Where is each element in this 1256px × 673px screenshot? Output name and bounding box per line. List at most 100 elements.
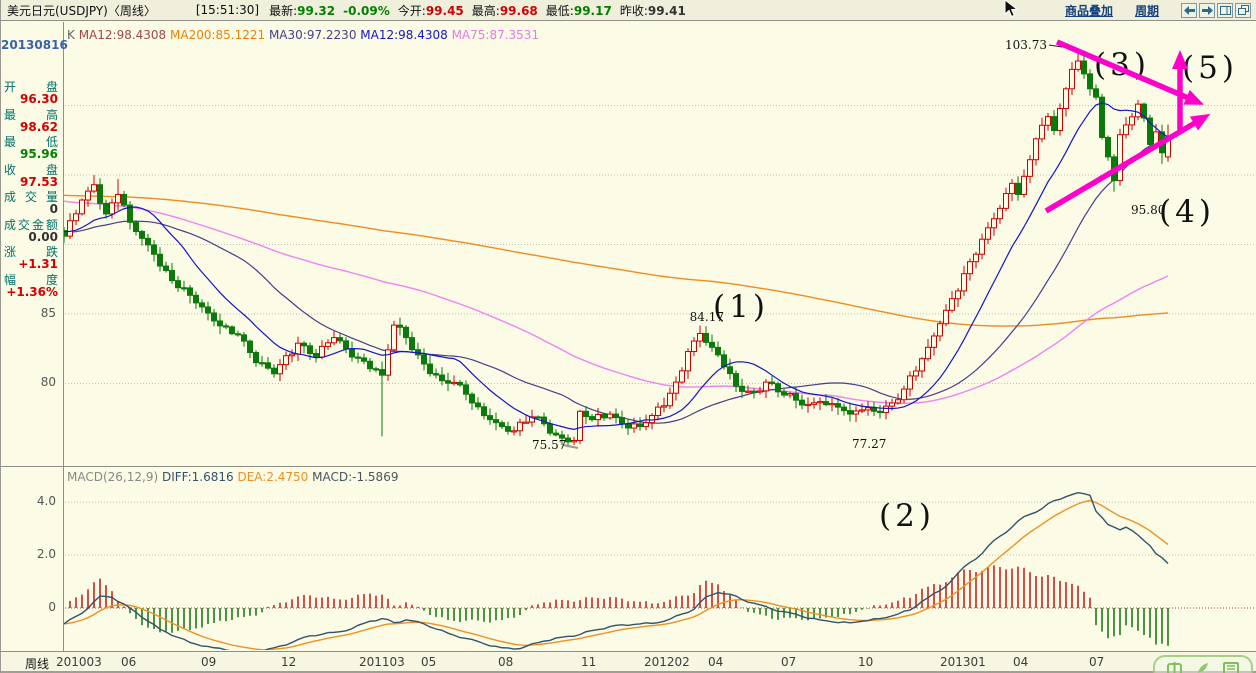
x-axis-label: 04 [1013,655,1029,669]
period-link[interactable]: 周期 [1134,3,1159,18]
sidebar-field-value: 97.53 [20,174,58,189]
down-candle [619,417,625,425]
y-axis-label: 85 [40,306,56,320]
down-candle [181,287,187,290]
top-info-bar: 美元日元(USDJPY)〈周线〉 [15:51:30] 最新:99.32 -0.0… [1,0,1256,21]
split-button[interactable] [1217,2,1233,18]
down-candle [163,265,169,272]
down-candle [1015,182,1021,195]
down-candle [157,253,163,267]
up-candle [967,261,973,275]
down-candle [145,237,151,246]
x-axis-label: 07 [781,655,797,669]
annotation-text: (2) [879,498,935,534]
price-panel [64,53,1171,448]
x-axis-label: 05 [421,655,437,669]
down-candle [469,393,475,404]
down-candle [403,326,409,339]
up-candle [883,405,889,414]
down-candle [1141,103,1147,119]
up-candle [763,381,769,392]
down-candle [247,340,253,354]
toolbar-links: 商品叠加 周期 [1065,2,1181,19]
down-candle [475,402,481,408]
down-candle [217,320,223,327]
down-candle [499,422,505,428]
gridlines [65,105,1256,609]
sidebar-field-value: 0 [49,202,58,216]
up-candle [685,351,691,372]
up-candle [901,388,907,401]
x-axis-label: 09 [201,655,217,669]
cascade-button[interactable] [1235,2,1251,18]
annotation-text: (1) [713,289,769,325]
quote-strip: 最新:99.32 -0.09% 今开:99.45 最高:99.68 最低:99.17 昨收… [269,2,694,19]
up-candle [895,399,901,404]
sidebar-field-label: 成交金额 [4,217,58,232]
up-candle [805,403,811,407]
up-candle [1057,108,1063,132]
up-candle [1027,159,1033,177]
down-candle [337,337,343,342]
bar-date: 20130816 [1,38,68,52]
window-buttons [1181,2,1253,18]
down-candle [127,204,133,223]
down-candle [361,357,367,362]
down-candle [727,366,733,375]
time-axis-bar: 周线 201003 06 09 12 201103 05 08 11 201202 04 07 10 2… [1,651,1256,673]
diff-line [64,492,1169,650]
up-candle [607,413,613,419]
annotations: 103.73(3) (5)95.80(4)84.17(1)77.2775.57(2… [532,38,1234,534]
up-candle [817,401,823,404]
up-candle [925,346,931,360]
x-axis-label: 201301 [940,655,986,669]
up-candle [973,253,979,263]
watermark-logo [1153,655,1253,673]
down-candle [613,413,619,419]
up-candle [319,345,325,358]
down-candle [871,407,877,412]
up-candle [907,375,913,390]
up-candle [1129,116,1135,126]
up-candle [655,406,661,416]
down-candle [373,368,379,371]
down-candle [463,384,469,395]
up-candle [1009,182,1015,195]
annotation-text: 77.27 [852,437,886,451]
back-button[interactable] [1181,2,1197,18]
down-candle [739,385,745,392]
sidebar-field-value: 0.00 [28,229,58,244]
down-candle [769,381,775,385]
down-candle [583,410,589,418]
up-candle [985,227,991,240]
sidebar-field-value: 96.30 [20,92,58,106]
period-label: 周线 [25,657,50,671]
instrument-title: 美元日元(USDJPY)〈周线〉 [7,3,156,18]
down-candle [775,383,781,393]
forward-button[interactable] [1199,2,1215,18]
ma75-line [64,200,1169,405]
overlay-link[interactable]: 商品叠加 [1064,3,1113,18]
legends: K MA12:98.4308 MA200:85.1221 MA30:97.223… [67,28,539,484]
x-axis-label: 201103 [359,655,405,669]
sidebar-field-label: 幅 度 [4,272,58,287]
down-candle [367,360,373,370]
down-candle [199,302,205,308]
up-candle [757,390,763,393]
up-candle [943,309,949,325]
sidebar-field-label: 收 盘 [4,162,58,177]
up-candle [1075,60,1081,70]
down-candle [355,356,361,359]
up-candle [385,349,391,376]
down-candle [487,415,493,421]
up-candle [1117,134,1123,182]
down-candle [637,423,643,428]
up-candle [595,413,601,421]
up-candle [451,381,457,385]
up-candle [691,340,697,353]
up-candle [811,402,817,405]
up-candle [991,218,997,229]
down-candle [427,363,433,375]
y-axis-label: 2.0 [36,547,56,561]
